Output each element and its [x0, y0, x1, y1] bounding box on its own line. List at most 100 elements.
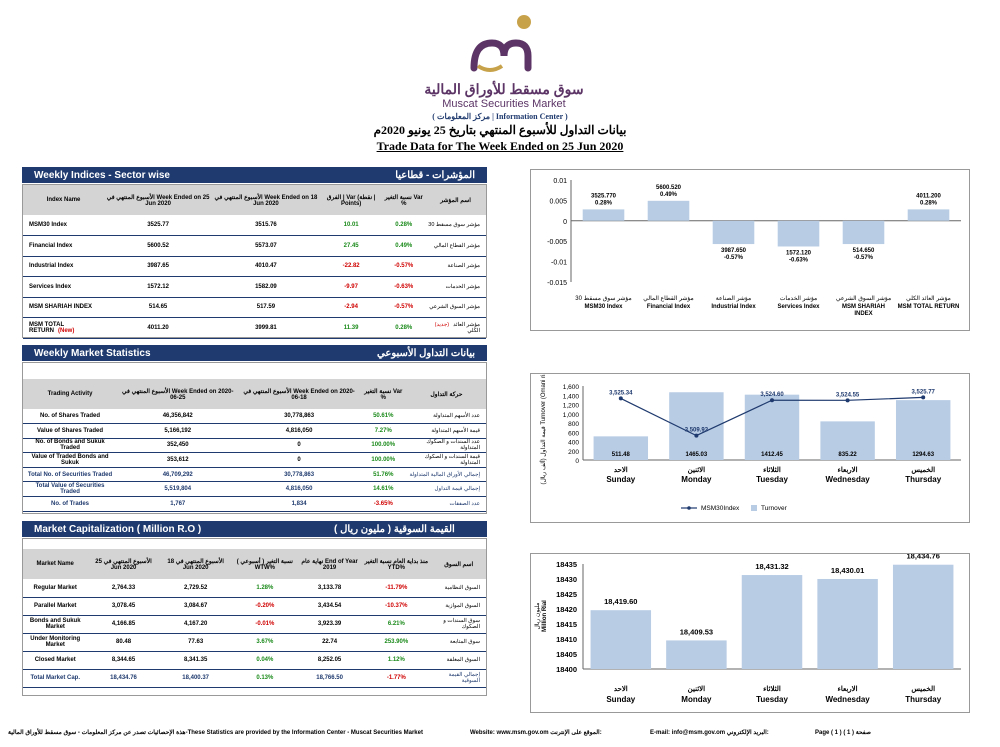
index-name-ar: مؤشر القطاع المالي	[425, 235, 486, 257]
category-label-en: Industrial Index	[711, 304, 756, 310]
index-cur: 3987.65	[104, 256, 212, 277]
cap-header: Market Capitalization ( Million R.O ) ال…	[22, 521, 487, 537]
footer-website[interactable]: Website: www.msm.gov.om الموقع على الإنت…	[470, 729, 602, 736]
category-label-ar: مؤشر سوق مسقط 30	[575, 295, 631, 302]
footer-email-text[interactable]: E-mail: info@msm.gov.om	[650, 730, 726, 736]
ytick-label: 1,200	[563, 403, 580, 410]
index-cur: 3525.77	[104, 215, 212, 236]
category-label-en: Financial Index	[647, 304, 691, 310]
bar-pct-label: 0.28%	[920, 200, 938, 206]
market-cap-bar	[741, 575, 803, 669]
day-label-ar: الاحد	[614, 466, 628, 474]
turnover-label: 1412.45	[761, 452, 783, 458]
legend-bar-icon	[751, 505, 757, 511]
day-label-en: Wednesday	[825, 695, 870, 704]
category-label-en: MSM TOTAL RETURN	[898, 304, 960, 310]
stats-cur: 5,166,192	[117, 423, 239, 439]
footer-email-ar: البريد الإلكتروني:	[726, 730, 769, 736]
index-change-svg: 0.010.0050-0.005-0.01-0.0153525.7700.28%…	[547, 178, 961, 317]
cap-table: Market Name الأسبوع المنتهي في 25 Jun 202…	[23, 549, 486, 688]
indices-col-4: نسبة التغير Var %	[382, 185, 426, 215]
y-axis-label: قيمة التداول (ألف ريال) Turnover (Omani …	[538, 374, 547, 485]
logo-ar: سوق مسقط للأوراق المالية	[424, 81, 584, 97]
day-label-ar: الاثنين	[688, 466, 705, 474]
stats-prev: 30,778,863	[238, 467, 360, 483]
y-axis-label-ar: مليون ريال	[534, 603, 541, 630]
footer-page: Page ( 1 ) صفحة ( 1 )	[815, 729, 871, 736]
stats-col-2: الأسبوع المنتهي في Week Ended on 2020-06…	[238, 379, 360, 409]
ytick-label: 800	[568, 421, 579, 428]
cap-row: Closed Market 8,344.65 8,341.35 0.04% 8,252.…	[23, 651, 486, 670]
legend-turnover: Turnover	[761, 505, 788, 512]
cap-row: Total Market Cap. 18,434.76 18,400.37 0.13%…	[23, 669, 486, 688]
index-pct: 0.28%	[382, 317, 426, 339]
index-cur: 1572.12	[104, 276, 212, 298]
ytick-label: 18415	[556, 620, 577, 629]
stats-pct: 14.61%	[359, 481, 407, 498]
ytick-label: 18410	[556, 635, 577, 644]
cap-wtw: 3.67%	[231, 633, 298, 652]
footer-website-ar: الموقع على الإنترنت:	[550, 730, 602, 736]
stats-name-ar: عدد السندات و الصكوك المتداولة	[406, 438, 486, 454]
category-label-en: MSM30 Index	[584, 304, 623, 310]
y-axis-label: Million Rial	[542, 600, 548, 632]
day-label-ar: الاحد	[614, 685, 628, 693]
turnover-bar	[744, 394, 800, 460]
footer-website-text[interactable]: Website: www.msm.gov.om	[470, 730, 549, 736]
cap-col-0: Market Name	[23, 549, 88, 579]
msm30-point	[618, 396, 623, 401]
stats-name-ar: إجمالي قيمة التداول	[406, 481, 486, 498]
day-label-en: Thursday	[905, 695, 942, 704]
cap-name-ar: السوق الموازية	[431, 597, 486, 616]
footer-email[interactable]: E-mail: info@msm.gov.om البريد الإلكترون…	[650, 729, 769, 736]
cap-name-ar: سوق المتابعة	[431, 633, 486, 652]
cap-eoy: 8,252.05	[298, 651, 362, 670]
stats-name: Value of Shares Traded	[23, 423, 118, 439]
ytick-label: 1,000	[563, 412, 580, 419]
cap-eoy: 18,766.50	[298, 669, 362, 688]
index-cur: 5600.52	[104, 235, 212, 257]
footer-source-en: These Statistics are provided by the Inf…	[187, 730, 423, 736]
bar-value-label: 1572.120	[786, 251, 812, 257]
index-name-ar: (جديد) مؤشر العائد الكلي	[425, 317, 486, 339]
logo-en: Muscat Securities Market	[442, 98, 566, 110]
turnover-bar	[895, 400, 951, 460]
stats-col-3: نسبة التغير Var %	[359, 379, 407, 409]
market-cap-bar	[817, 578, 878, 669]
stats-header-en: Weekly Market Statistics	[34, 347, 151, 359]
cap-name: Parallel Market	[23, 597, 88, 616]
index-pct: -0.63%	[382, 276, 426, 298]
msm30-point	[694, 433, 699, 438]
stats-pct: 51.76%	[359, 467, 407, 483]
stats-table-box: Trading Activity الأسبوع المنتهي في Week …	[22, 362, 487, 514]
indices-row: MSM SHARIAH INDEX 514.65 517.59 -2.94 -0.57%…	[23, 297, 486, 318]
index-prev: 4010.47	[212, 256, 320, 277]
category-label-ar: مؤشر القطاع المالي	[643, 295, 693, 302]
msm-logo: سوق مسقط للأوراق المالية Muscat Securiti…	[424, 8, 584, 122]
cap-name-ar: سوق السندات و الصكوك	[431, 615, 486, 634]
cap-ytd: 6.21%	[361, 615, 432, 634]
market-cap-label: 18,409.53	[680, 627, 713, 636]
cap-name-ar: السوق المغلقة	[431, 651, 486, 670]
day-label-en: Tuesday	[756, 475, 788, 484]
stats-prev: 0	[238, 438, 360, 454]
stats-cur: 46,709,292	[117, 467, 239, 483]
index-prev: 3515.76	[212, 215, 320, 236]
index-name-ar: مؤشر الصناعة	[425, 256, 486, 277]
new-tag-ar: (جديد)	[434, 321, 450, 328]
index-name: MSM30 Index	[23, 215, 105, 236]
new-tag: (New)	[58, 327, 75, 334]
indices-col-2: الأسبوع المنتهي في Week Ended on 18 Jun …	[212, 185, 320, 215]
index-bar	[907, 209, 950, 221]
stats-name: Value of Traded Bonds and Sukuk	[23, 452, 118, 468]
indices-row: Financial Index 5600.52 5573.07 27.45 0.49% م…	[23, 235, 486, 257]
stats-row: No. of Trades 1,767 1,834 -3.65% عدد الصفقات	[23, 496, 486, 512]
stats-cur: 5,519,804	[117, 481, 239, 498]
market-cap-label: 18,430.01	[831, 566, 864, 575]
cap-header-en: Market Capitalization ( Million R.O )	[34, 523, 202, 535]
turnover-svg: 1,600 1,400 1,200 1,000 800 600 400 200 0 قيمة ال…	[538, 361, 961, 512]
index-prev: 517.59	[212, 297, 320, 318]
index-bar	[582, 209, 625, 221]
msm30-point	[921, 395, 926, 400]
cap-prev: 2,729.52	[159, 579, 232, 598]
